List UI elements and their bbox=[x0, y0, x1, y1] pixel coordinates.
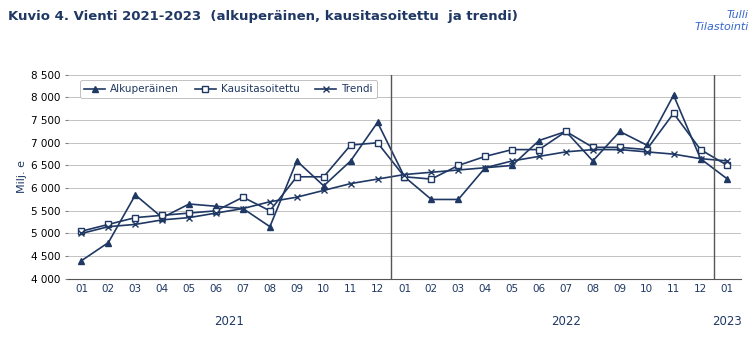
Text: 2021: 2021 bbox=[215, 315, 244, 328]
Text: 2022: 2022 bbox=[551, 315, 581, 328]
Text: 2023: 2023 bbox=[713, 315, 742, 328]
Y-axis label: Milj. e: Milj. e bbox=[17, 160, 26, 193]
Legend: Alkuperäinen, Kausitasoitettu, Trendi: Alkuperäinen, Kausitasoitettu, Trendi bbox=[80, 80, 377, 98]
Text: Tulli
Tilastointi: Tulli Tilastointi bbox=[694, 10, 748, 32]
Text: Kuvio 4. Vienti 2021-2023  (alkuperäinen, kausitasoitettu  ja trendi): Kuvio 4. Vienti 2021-2023 (alkuperäinen,… bbox=[8, 10, 517, 23]
